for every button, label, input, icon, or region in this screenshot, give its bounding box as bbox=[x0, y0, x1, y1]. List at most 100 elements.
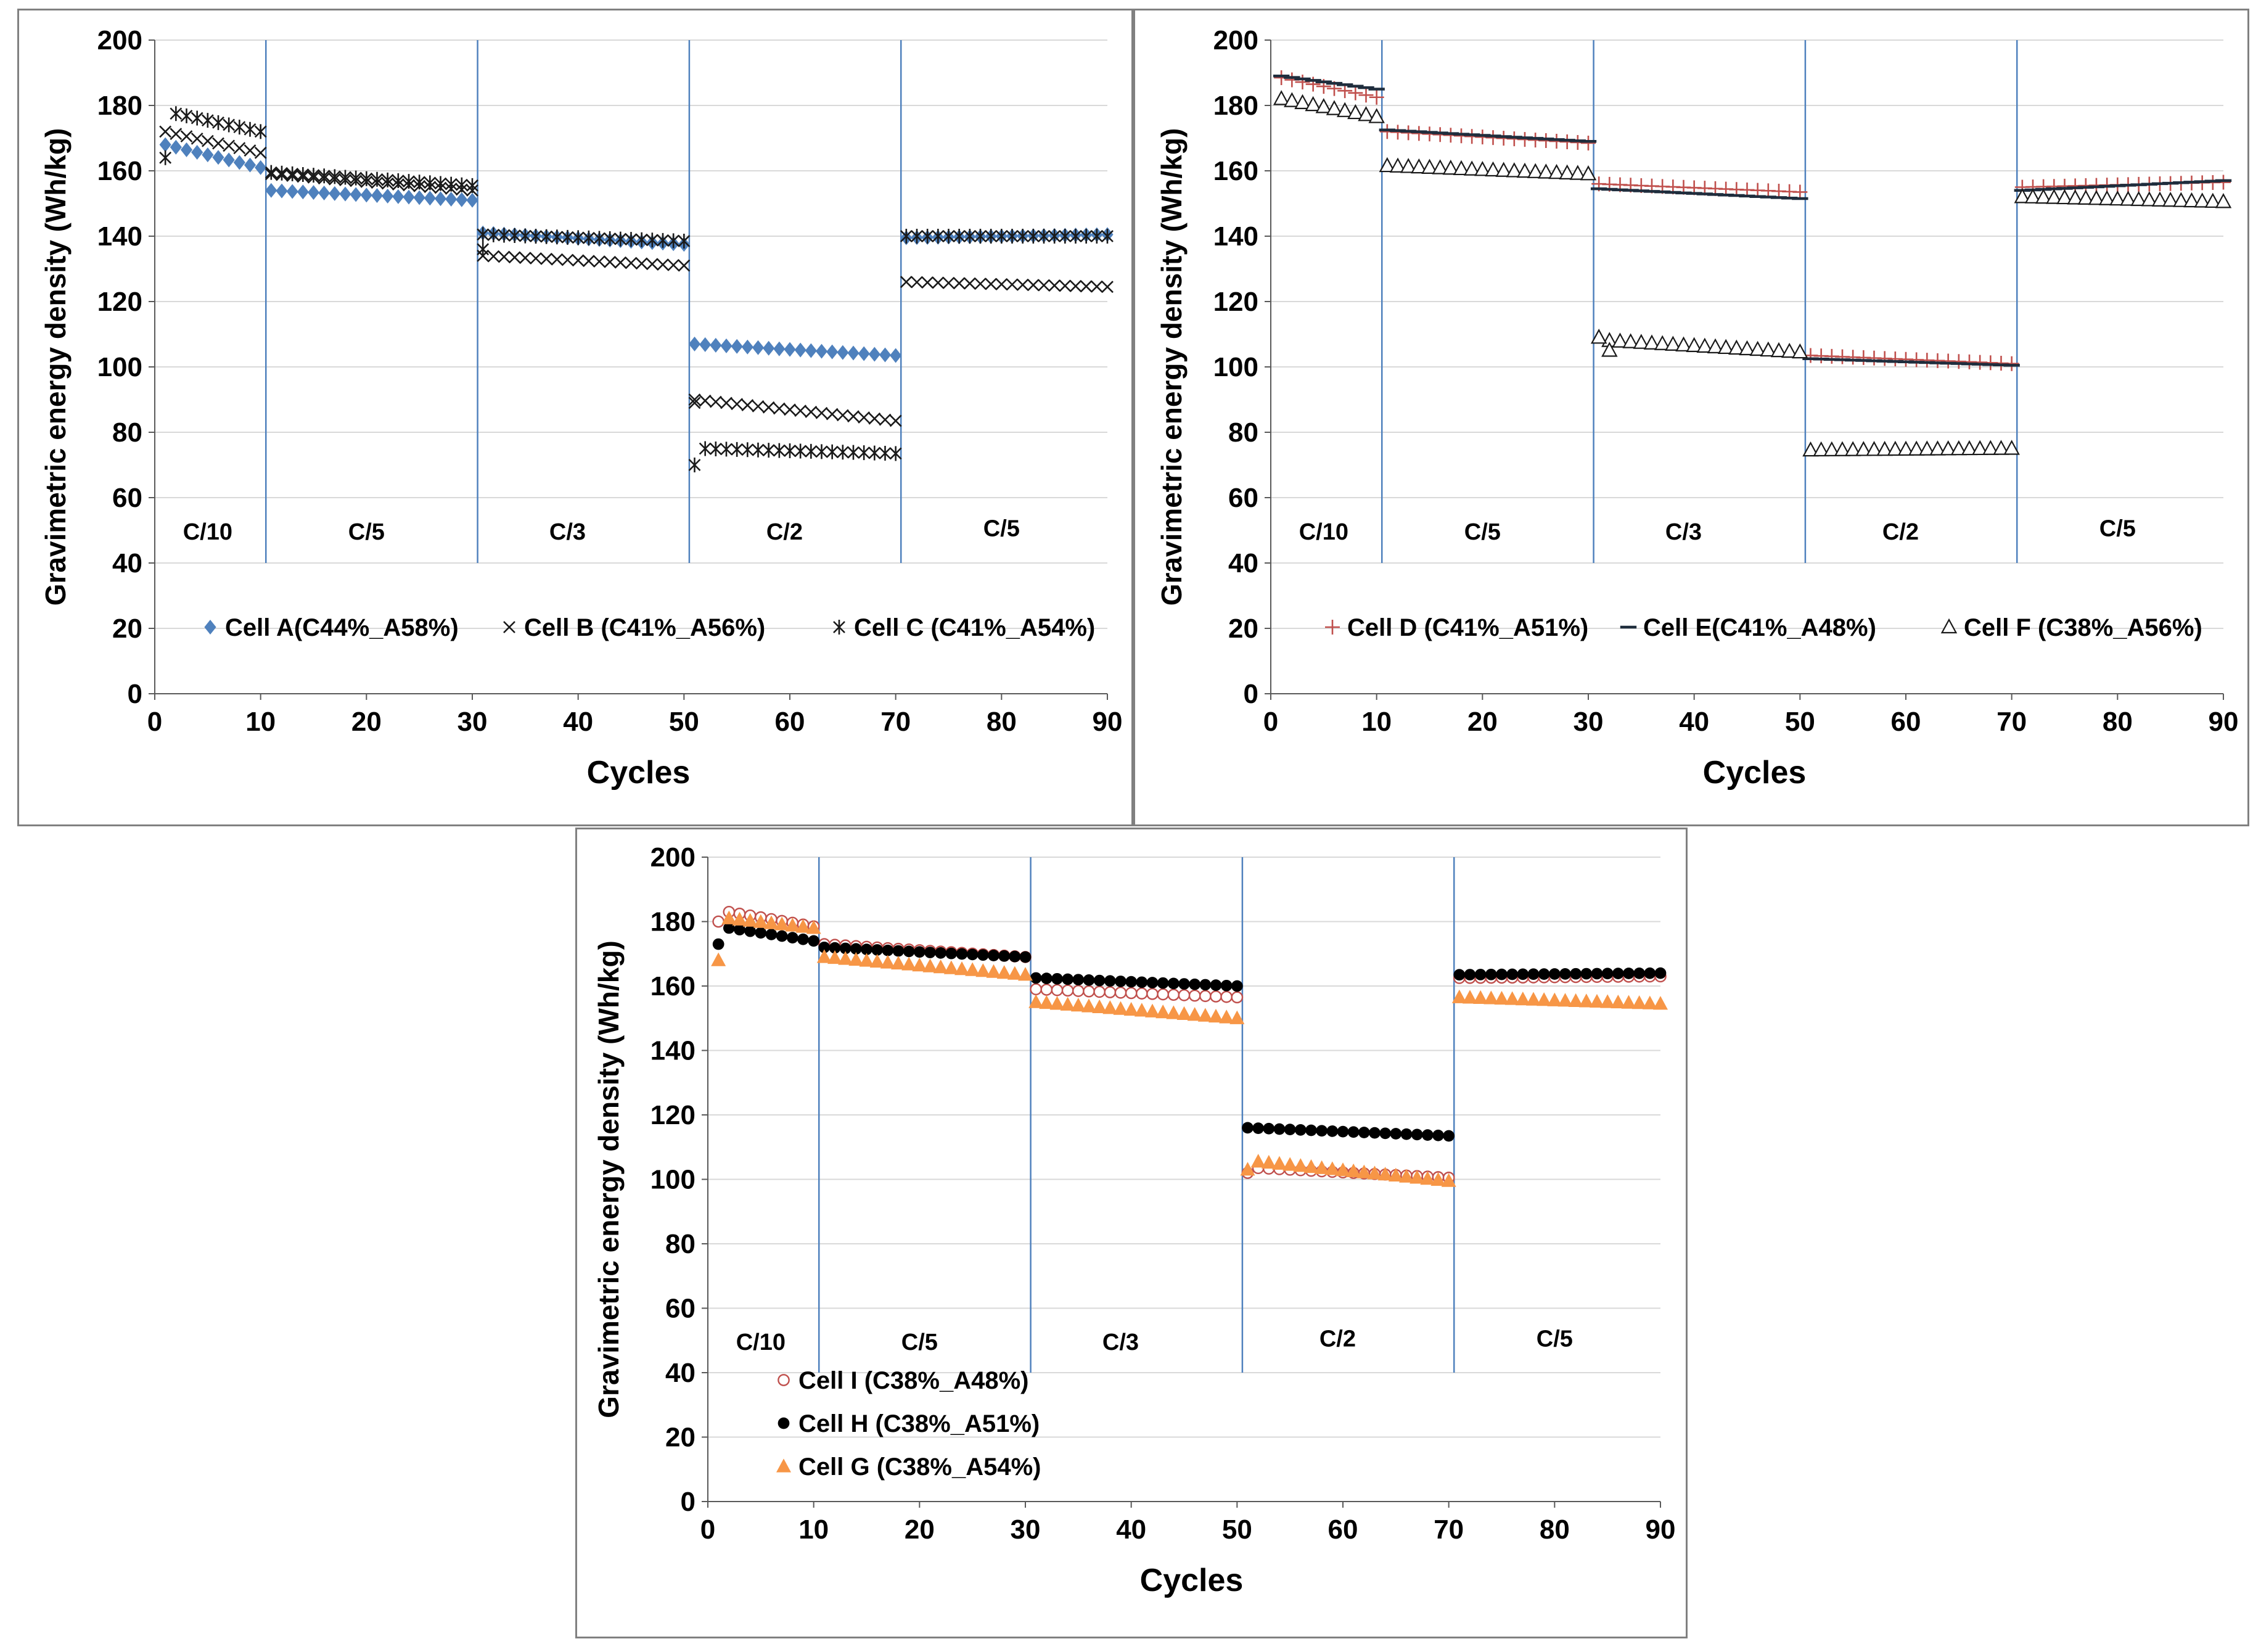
chart-3-data-point bbox=[1197, 1008, 1213, 1022]
chart-3-x-tick-label: 30 bbox=[1011, 1514, 1041, 1545]
chart-1-gridlines bbox=[155, 39, 1107, 629]
chart-1-data-point bbox=[424, 175, 437, 191]
chart-3-data-point bbox=[1473, 990, 1488, 1004]
chart-1-data-point bbox=[170, 106, 183, 121]
chart-1-rate-label: C/5 bbox=[348, 519, 385, 545]
chart-1-data-point bbox=[963, 229, 976, 244]
chart-2-data-point bbox=[2056, 189, 2073, 205]
chart-2-data-point bbox=[1855, 441, 1872, 456]
chart-2-data-point bbox=[1802, 441, 1819, 457]
chart-3-data-point bbox=[1019, 951, 1032, 963]
chart-3-x-tick-labels: 0 10 20 30 40 50 60 70 80 90 bbox=[700, 1502, 1675, 1545]
chart-1-data-point bbox=[212, 150, 224, 165]
chart-1-data-point bbox=[688, 397, 701, 409]
chart-2-data-point bbox=[1717, 339, 1734, 355]
chart-2-legend-marker bbox=[1940, 618, 1958, 634]
chart-1-data-point bbox=[180, 142, 193, 157]
chart-2-data-point bbox=[2151, 191, 2169, 207]
chart-3-y-tick-label: 80 bbox=[665, 1229, 696, 1259]
chart-3-x-tick-label: 70 bbox=[1434, 1514, 1464, 1545]
chart-1-rate-label: C/3 bbox=[549, 519, 586, 545]
chart-1-data-point bbox=[879, 347, 892, 363]
chart-1-data-point bbox=[1038, 229, 1050, 244]
chart-1-data-point bbox=[1027, 279, 1040, 292]
chart-1-data-point bbox=[836, 409, 849, 422]
chart-3-data-point bbox=[1157, 977, 1169, 989]
chart-3-series-2 bbox=[712, 922, 1667, 1142]
chart-1-data-point bbox=[741, 399, 754, 411]
chart-3-data-point bbox=[765, 929, 778, 940]
chart-1-y-tick-labels: 0 20 40 60 80 100 120 140 160 180 200 bbox=[97, 25, 155, 709]
chart-3-data-point bbox=[1284, 1124, 1296, 1136]
chart-1-data-point bbox=[889, 446, 902, 461]
chart-3-data-point bbox=[1146, 977, 1159, 988]
chart-3-data-point bbox=[869, 953, 885, 968]
chart-1-data-point bbox=[582, 255, 595, 268]
chart-1-data-point bbox=[625, 257, 638, 269]
chart-1-y-tick-label: 40 bbox=[112, 548, 142, 578]
chart-3-data-point bbox=[1294, 1124, 1307, 1136]
chart-3-data-point bbox=[1187, 1007, 1202, 1021]
chart-1-legend-marker bbox=[833, 620, 845, 635]
chart-1-data-point bbox=[773, 402, 786, 415]
chart-1-data-point bbox=[233, 120, 246, 135]
chart-1-data-point bbox=[561, 253, 574, 266]
chart-3-data-point bbox=[1453, 969, 1466, 981]
chart-1-data-point bbox=[911, 229, 923, 244]
chart-3-data-point bbox=[1083, 985, 1095, 998]
chart-3-data-point bbox=[1018, 967, 1033, 981]
chart-2-y-tick-label: 40 bbox=[1228, 548, 1258, 578]
chart-2-data-point bbox=[1581, 135, 1596, 150]
chart-3-data-point bbox=[1547, 992, 1562, 1006]
chart-3-data-point bbox=[1591, 968, 1603, 980]
chart-2-data-point bbox=[1273, 90, 1290, 105]
chart-1-data-point bbox=[688, 458, 701, 472]
chart-3-data-point bbox=[1178, 989, 1191, 1001]
chart-2-data-point bbox=[1919, 440, 1935, 456]
chart-3-data-point bbox=[1388, 1167, 1403, 1182]
chart-2-x-tick-label: 40 bbox=[1679, 707, 1709, 737]
chart-1-data-point bbox=[1080, 280, 1093, 293]
chart-3-data-point bbox=[965, 962, 980, 976]
chart-1-data-point bbox=[646, 258, 659, 271]
chart-1-data-point bbox=[498, 228, 511, 243]
chart-3-data-point bbox=[1125, 976, 1138, 988]
chart-1-data-point bbox=[868, 445, 881, 461]
chart-3-data-point bbox=[1273, 1123, 1286, 1135]
chart-1-data-point bbox=[159, 150, 172, 165]
chart-3-data-point bbox=[1611, 994, 1626, 1009]
chart-1-y-axis-label: Gravimetric energy density (Wh/kg) bbox=[39, 128, 72, 606]
chart-1-data-point bbox=[1101, 229, 1114, 244]
chart-2-data-point bbox=[2098, 190, 2115, 205]
chart-1-x-tick-label: 50 bbox=[669, 707, 699, 737]
chart-3-data-point bbox=[1600, 994, 1615, 1008]
chart-1-data-point bbox=[445, 192, 458, 207]
chart-1-data-point bbox=[265, 165, 277, 180]
chart-2-rate-label: C/3 bbox=[1665, 519, 1702, 545]
chart-3-data-point bbox=[1337, 1125, 1349, 1138]
chart-3-data-point bbox=[861, 943, 872, 955]
chart-1-data-point bbox=[889, 414, 902, 427]
chart-2-data-point bbox=[2194, 192, 2210, 208]
chart-2-data-point bbox=[1929, 440, 1946, 456]
chart-2-data-point bbox=[1654, 335, 1671, 350]
chart-1-data-point bbox=[477, 227, 490, 242]
chart-1-data-point bbox=[339, 186, 351, 202]
chart-1-data-point bbox=[1048, 229, 1061, 244]
chart-3-x-tick-label: 10 bbox=[798, 1514, 829, 1545]
chart-1-data-point bbox=[350, 187, 362, 202]
chart-2-data-point bbox=[1823, 441, 1840, 456]
chart-2-y-tick-label: 120 bbox=[1213, 287, 1258, 317]
chart-1-data-point bbox=[985, 229, 998, 244]
chart-1-data-point bbox=[805, 343, 817, 358]
chart-1-data-point bbox=[1059, 229, 1072, 244]
chart-2-data-point bbox=[1347, 104, 1364, 120]
chart-1-data-point bbox=[276, 183, 288, 199]
chart-3-data-point bbox=[1485, 968, 1497, 980]
chart-1-data-point bbox=[720, 338, 732, 353]
chart-3-data-point bbox=[1369, 1127, 1381, 1139]
chart-2-x-tick-label: 20 bbox=[1467, 707, 1498, 737]
chart-1-data-point bbox=[900, 276, 913, 289]
chart-1-x-axis-label: Cycles bbox=[587, 755, 691, 791]
chart-2-data-point bbox=[1421, 158, 1438, 174]
